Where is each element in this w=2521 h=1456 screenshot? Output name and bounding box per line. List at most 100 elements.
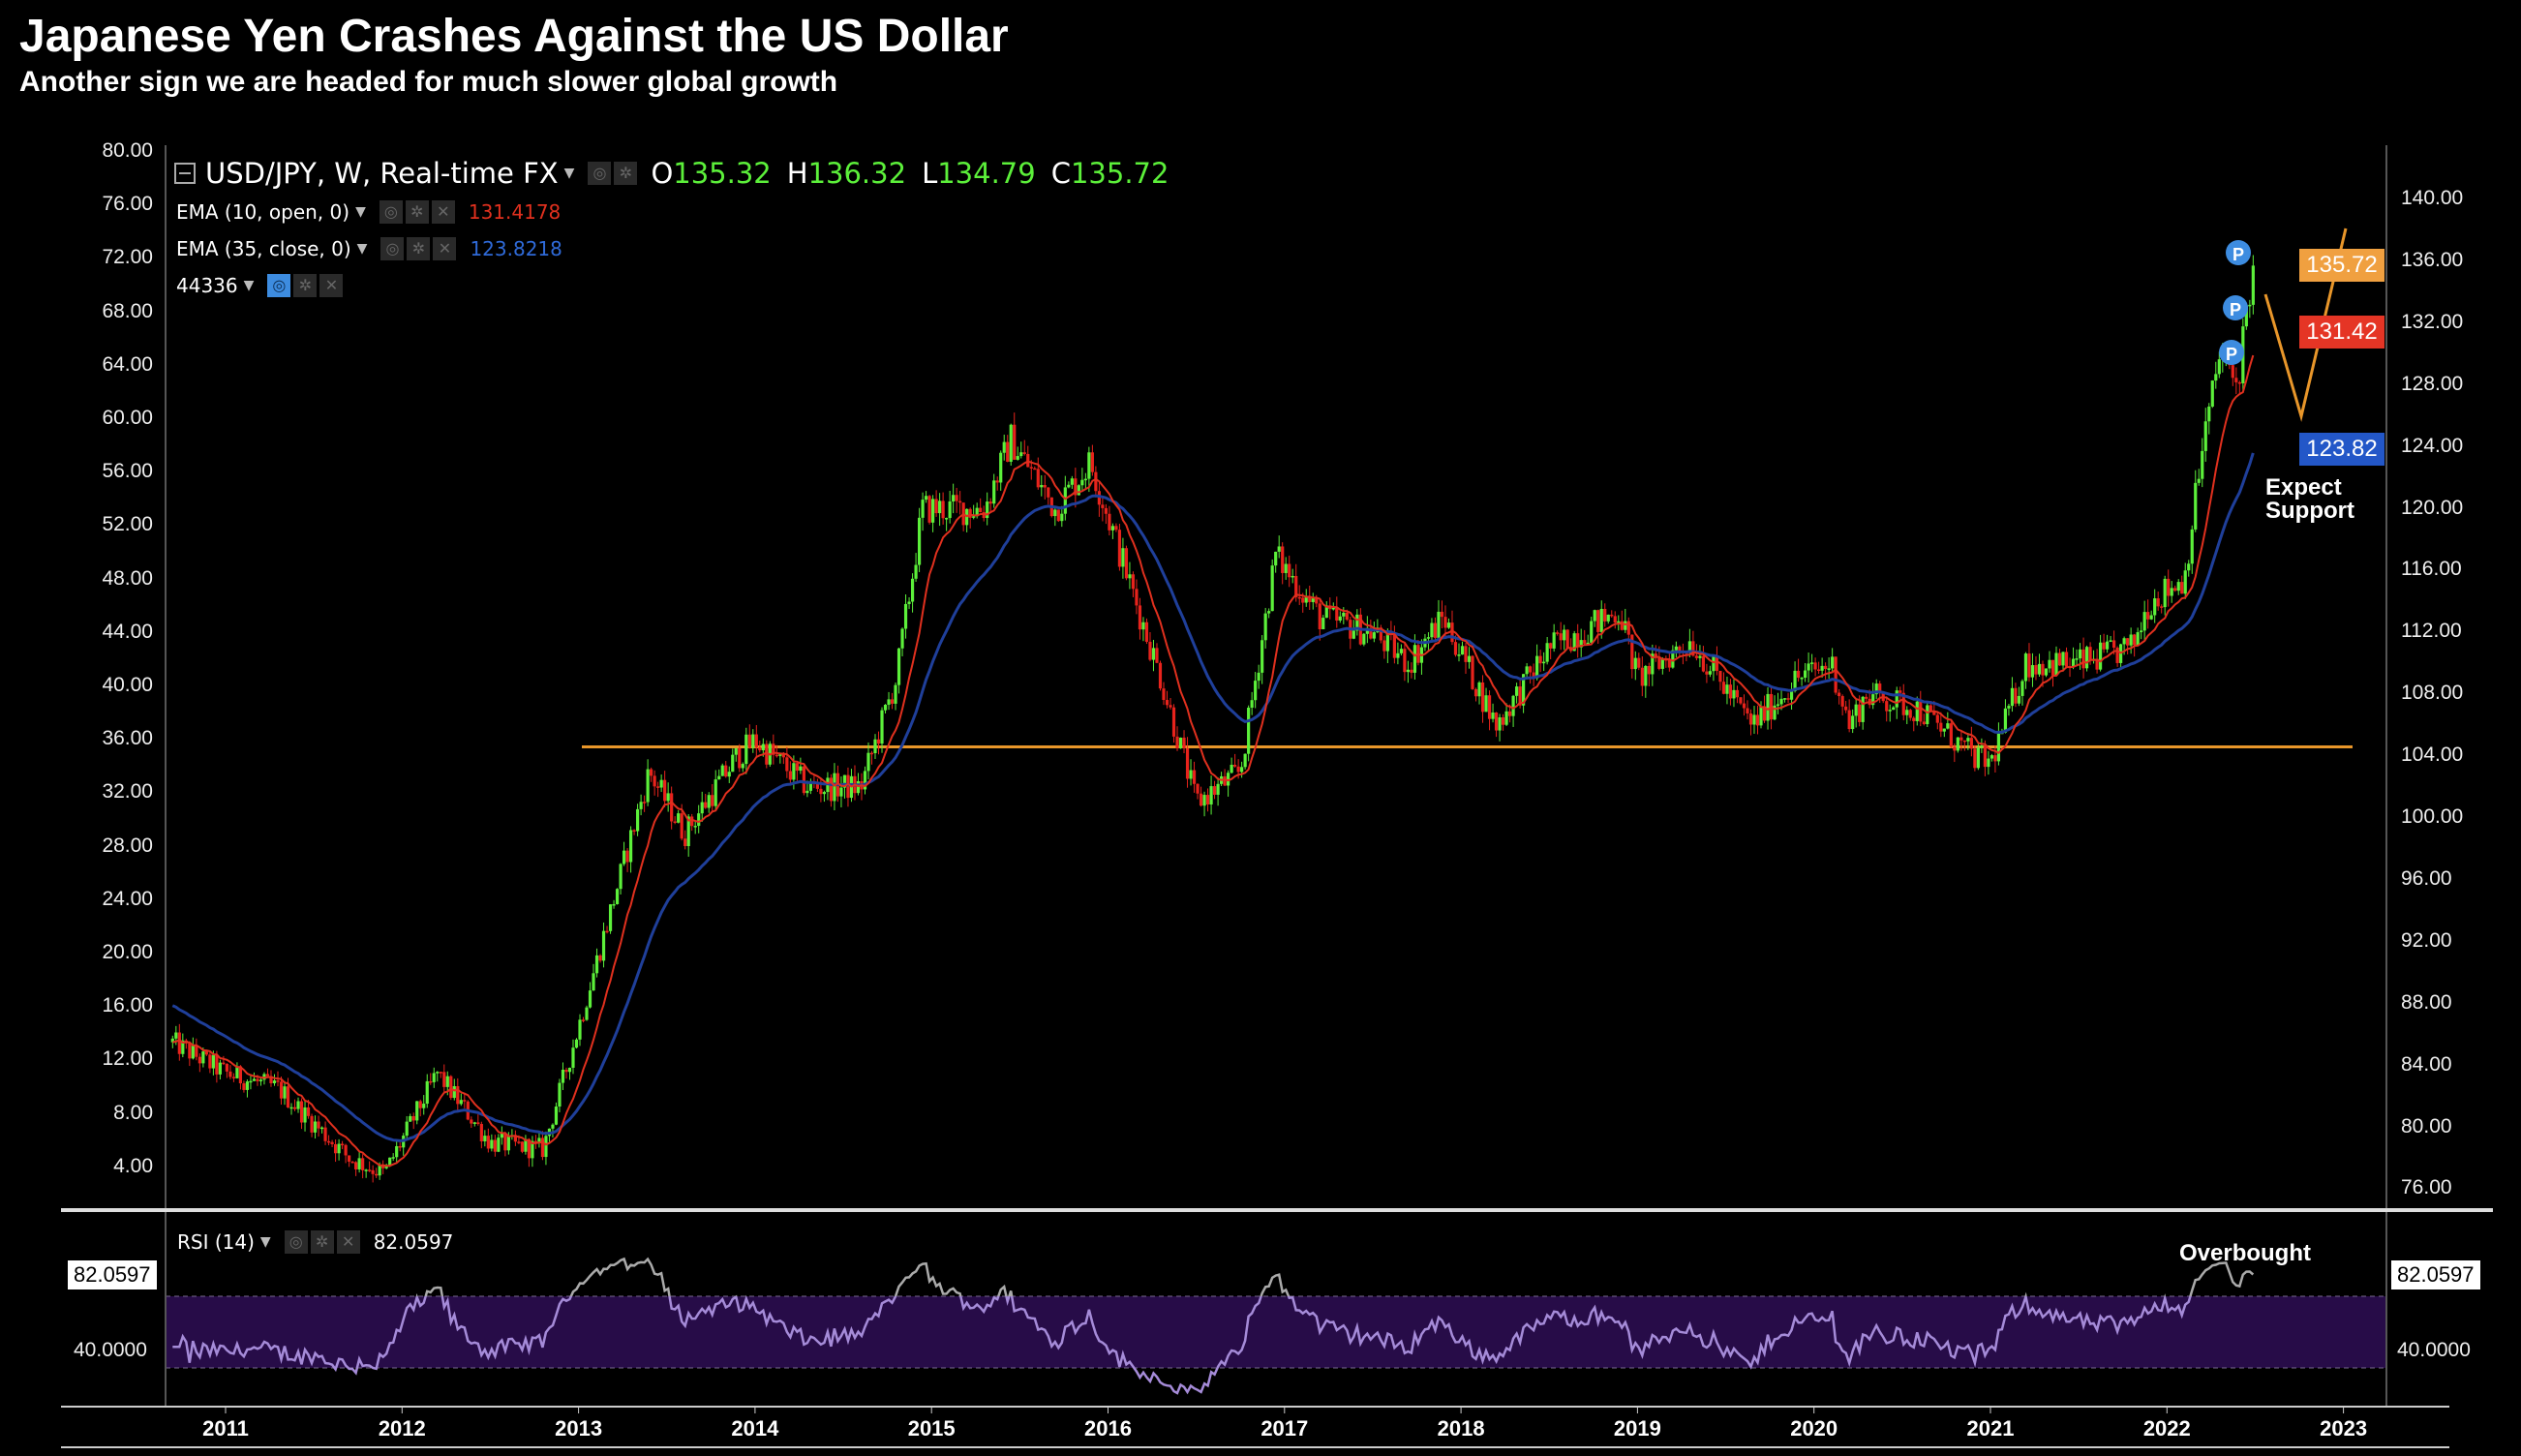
- candle-up: [2207, 406, 2211, 422]
- candle-up: [910, 578, 915, 602]
- gear-icon[interactable]: ✲: [407, 237, 431, 260]
- candle-up: [1593, 610, 1596, 622]
- candle-up: [497, 1138, 501, 1152]
- candle-down: [222, 1062, 226, 1065]
- collapse-icon[interactable]: [174, 163, 196, 184]
- candle-up: [1590, 621, 1594, 643]
- candle-down: [265, 1074, 270, 1077]
- chevron-down-icon[interactable]: ▼: [355, 204, 366, 220]
- candle-up: [1406, 669, 1411, 673]
- gear-icon[interactable]: ✲: [293, 274, 318, 297]
- candle-up: [903, 603, 908, 629]
- candle-down: [1858, 704, 1862, 722]
- eye-icon[interactable]: ◎: [284, 1230, 308, 1254]
- candle-up: [588, 990, 592, 1008]
- candle-up: [1831, 656, 1835, 669]
- candle-up: [1342, 612, 1346, 617]
- candle-up: [388, 1157, 392, 1167]
- right-axis-tick-label: 84.00: [2401, 1052, 2452, 1076]
- right-axis-tick-label: 88.00: [2401, 990, 2452, 1014]
- candle-down: [829, 777, 834, 802]
- gear-icon[interactable]: ✲: [310, 1230, 334, 1254]
- candle-down: [442, 1072, 446, 1087]
- candle-down: [670, 793, 674, 822]
- candle-up: [283, 1086, 287, 1099]
- candle-up: [863, 771, 867, 790]
- candle-down: [1885, 701, 1889, 712]
- eye-icon[interactable]: ◎: [267, 274, 291, 297]
- high-label: H: [786, 157, 808, 190]
- candle-down: [2112, 640, 2116, 649]
- candle-down: [1630, 634, 1634, 670]
- candle-down: [231, 1077, 236, 1078]
- rsi-label[interactable]: RSI (14): [177, 1230, 255, 1254]
- candle-down: [1549, 643, 1553, 649]
- open-value: 135.32: [673, 157, 772, 190]
- eye-icon[interactable]: ◎: [379, 200, 403, 224]
- candle-up: [1980, 745, 1984, 748]
- chevron-down-icon[interactable]: ▼: [243, 278, 255, 293]
- candle-down: [486, 1136, 490, 1149]
- candle-down: [1518, 686, 1522, 706]
- gear-icon[interactable]: ✲: [614, 162, 638, 185]
- candle-up: [2129, 634, 2133, 646]
- candle-down: [1678, 646, 1682, 652]
- candle-down: [463, 1100, 467, 1102]
- candle-up: [1352, 630, 1355, 639]
- candle-down: [1919, 701, 1923, 722]
- candle-up: [1803, 670, 1807, 679]
- gear-icon[interactable]: ✲: [405, 200, 429, 224]
- candle-up: [2098, 642, 2103, 670]
- candle-up: [1888, 710, 1892, 712]
- candle-down: [354, 1162, 358, 1169]
- candle-up: [2048, 659, 2051, 669]
- candle-up: [1905, 710, 1909, 715]
- candle-down: [564, 1069, 568, 1073]
- candle-up: [1773, 705, 1777, 720]
- rsi-legend: RSI (14) ▼ ◎ ✲ ✕ 82.0597: [177, 1230, 453, 1254]
- eye-icon[interactable]: ◎: [588, 162, 612, 185]
- ema10-label[interactable]: EMA (10, open, 0): [176, 200, 350, 224]
- candle-down: [1844, 706, 1848, 711]
- candle-up: [2149, 615, 2153, 620]
- extra-label[interactable]: 44336: [176, 274, 238, 297]
- candle-down: [470, 1119, 473, 1124]
- close-icon[interactable]: ✕: [336, 1230, 360, 1254]
- candle-down: [632, 830, 636, 832]
- x-axis-year-label: 2018: [1437, 1416, 1485, 1441]
- candle-up: [1966, 738, 1970, 742]
- chevron-down-icon[interactable]: ▼: [259, 1234, 271, 1250]
- candle-down: [299, 1101, 304, 1123]
- close-icon[interactable]: ✕: [319, 274, 344, 297]
- ema35-label[interactable]: EMA (35, close, 0): [176, 237, 351, 260]
- close-icon[interactable]: ✕: [433, 237, 457, 260]
- candle-up: [1396, 652, 1400, 658]
- candle-down: [690, 816, 694, 827]
- left-axis-tick-label: 64.00: [102, 352, 153, 376]
- candle-down: [1135, 589, 1139, 606]
- candle-up: [948, 500, 952, 519]
- candle-down: [765, 743, 769, 765]
- eye-icon[interactable]: ◎: [380, 237, 405, 260]
- candle-up: [409, 1115, 412, 1122]
- right-axis-tick-label: 112.00: [2401, 620, 2462, 643]
- candle-up: [744, 734, 748, 765]
- close-icon[interactable]: ✕: [431, 200, 455, 224]
- candle-up: [1243, 753, 1247, 768]
- chevron-down-icon[interactable]: ▼: [563, 166, 575, 181]
- candle-up: [289, 1107, 293, 1109]
- candle-down: [788, 771, 792, 780]
- candle-up: [842, 774, 847, 788]
- candle-up: [734, 747, 738, 755]
- candle-down: [1576, 633, 1580, 648]
- candle-down: [493, 1139, 497, 1152]
- candle-down: [286, 1086, 290, 1107]
- candle-up: [1083, 478, 1087, 481]
- candle-down: [2173, 588, 2177, 592]
- candle-up: [174, 1032, 178, 1039]
- symbol-title[interactable]: USD/JPY, W, Real-time FX: [205, 157, 559, 190]
- chevron-down-icon[interactable]: ▼: [356, 241, 368, 257]
- x-axis-year-label: 2013: [555, 1416, 603, 1441]
- candle-up: [615, 889, 620, 904]
